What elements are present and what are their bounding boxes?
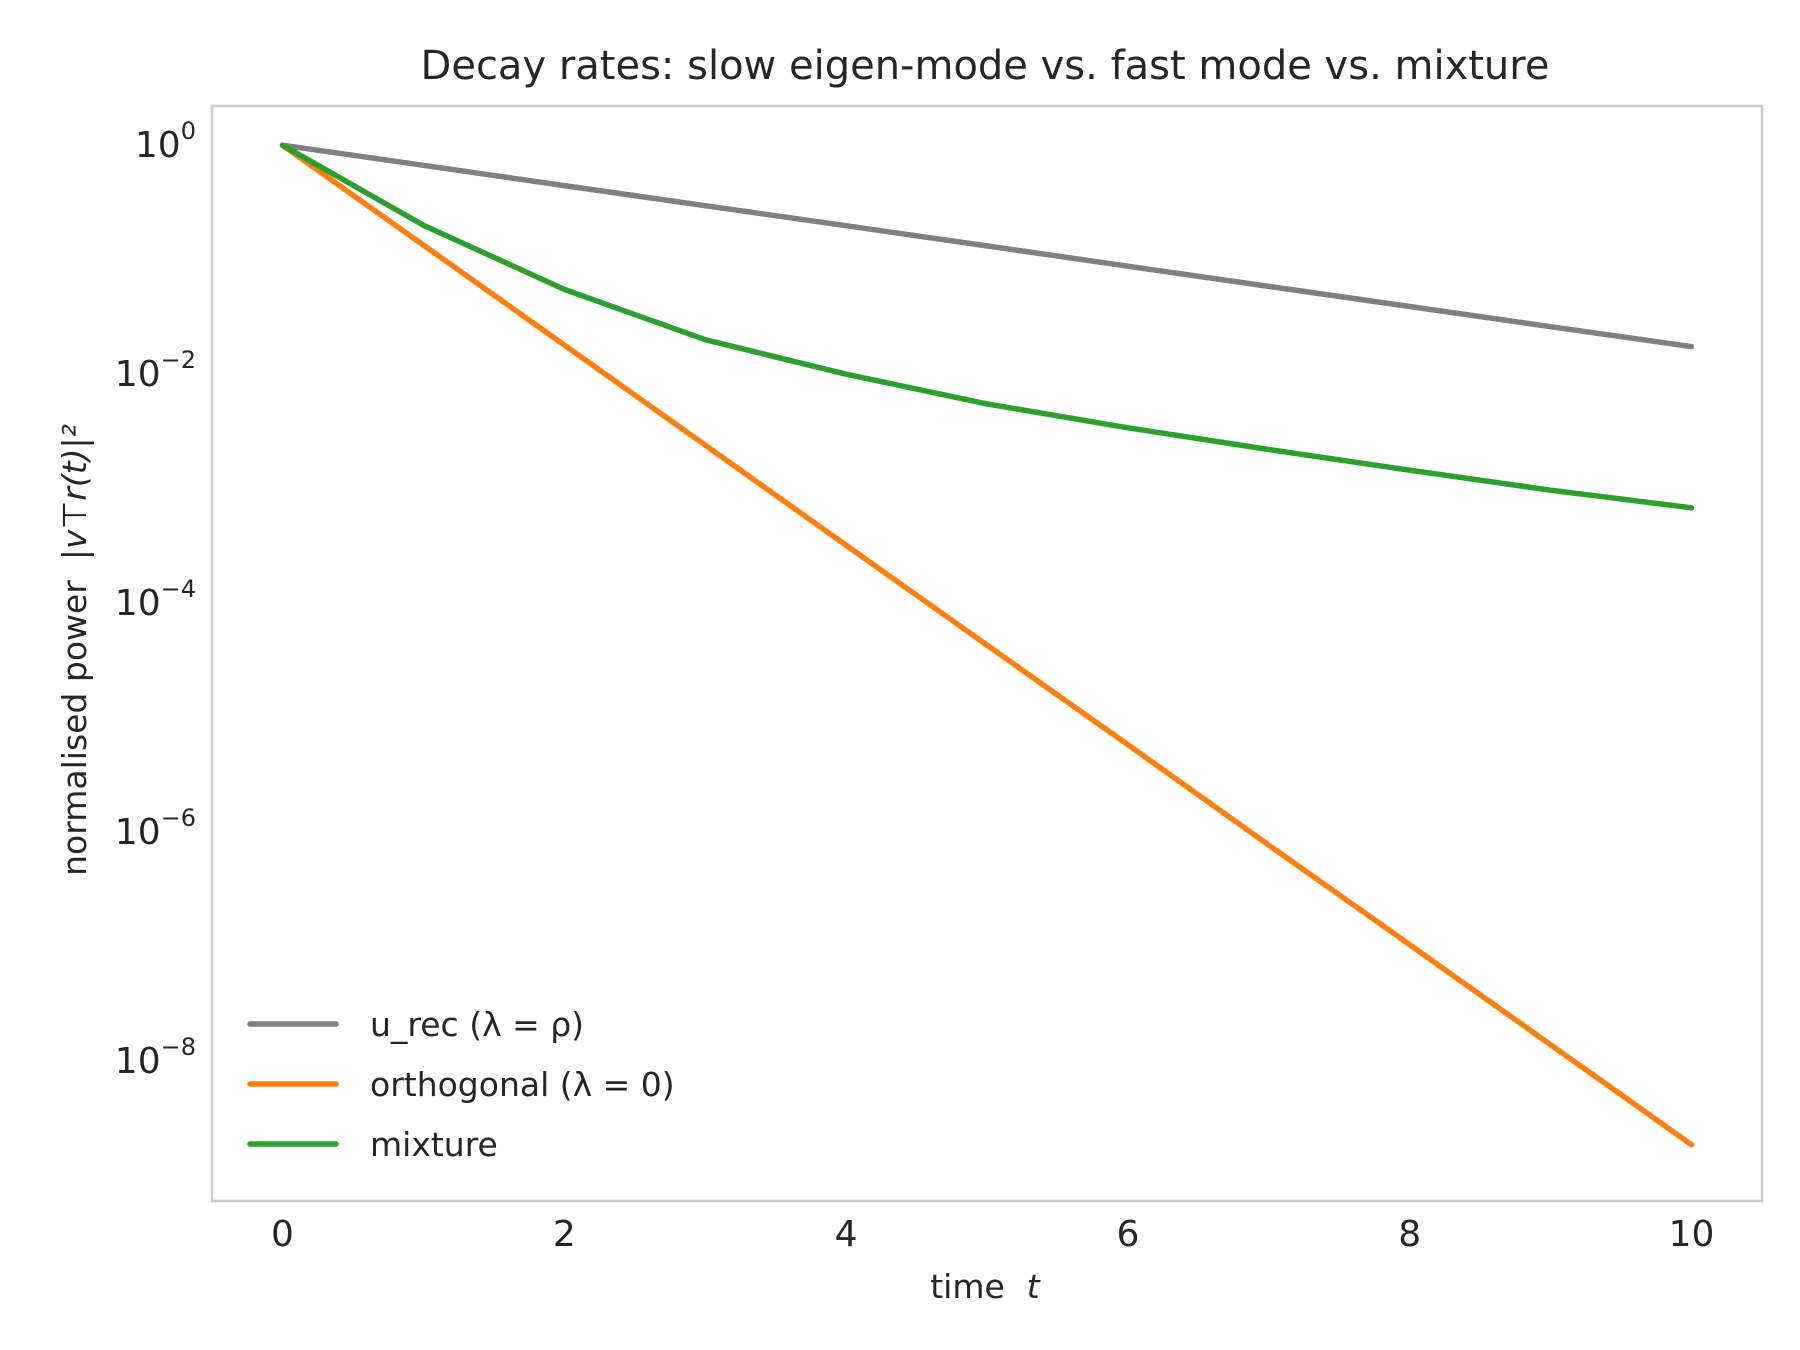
legend-label: orthogonal (λ = 0) [370, 1065, 675, 1104]
x-tick-label: 10 [1669, 1214, 1715, 1255]
chart-title: Decay rates: slow eigen-mode vs. fast mo… [421, 43, 1550, 89]
y-tick-base: 10 [115, 354, 161, 395]
y-tick-exponent: −6 [161, 804, 196, 832]
y-axis-math: |v⊤r(t)|² [55, 424, 94, 560]
x-axis-ticks: 0 2 4 6 8 10 [271, 1214, 1714, 1255]
plot-frame [210, 104, 1764, 1203]
y-tick-label: 10−8 [115, 1033, 196, 1082]
legend-label: mixture [370, 1125, 498, 1164]
x-tick-label: 2 [553, 1214, 576, 1255]
y-tick-label: 10−2 [115, 346, 196, 395]
y-axis-label-text: normalised power [55, 580, 94, 876]
series-line-2 [279, 142, 1695, 1148]
x-tick-label: 0 [271, 1214, 294, 1255]
y-axis-label: normalised power |v⊤r(t)|² [55, 424, 94, 876]
plot-area [210, 104, 1764, 1203]
x-tick-label: 8 [1398, 1214, 1421, 1255]
x-tick-label: 4 [835, 1214, 858, 1255]
y-tick-exponent: −4 [161, 575, 196, 603]
series-line-3 [279, 142, 1695, 511]
legend-label: u_rec (λ = ρ) [370, 1005, 584, 1044]
y-tick-base: 10 [115, 1041, 161, 1082]
legend: u_rec (λ = ρ) orthogonal (λ = 0) mixture [247, 1005, 675, 1164]
x-tick-label: 6 [1116, 1214, 1139, 1255]
y-tick-exponent: 0 [181, 117, 196, 145]
y-tick-exponent: −8 [161, 1033, 196, 1061]
series-layer [279, 142, 1695, 1148]
y-tick-label: 100 [135, 117, 196, 166]
y-tick-base: 10 [115, 583, 161, 624]
y-tick-label: 10−6 [115, 804, 196, 853]
x-axis-label: time t [930, 1267, 1041, 1306]
y-tick-base: 10 [135, 125, 181, 166]
y-axis-label-group: normalised power |v⊤r(t)|² [55, 424, 94, 876]
series-line-1 [279, 142, 1695, 350]
x-axis-label-text: time [930, 1267, 1005, 1306]
y-tick-base: 10 [115, 812, 161, 853]
y-tick-exponent: −2 [161, 346, 196, 374]
y-tick-label: 10−4 [115, 575, 196, 624]
x-axis-symbol: t [1027, 1267, 1041, 1306]
